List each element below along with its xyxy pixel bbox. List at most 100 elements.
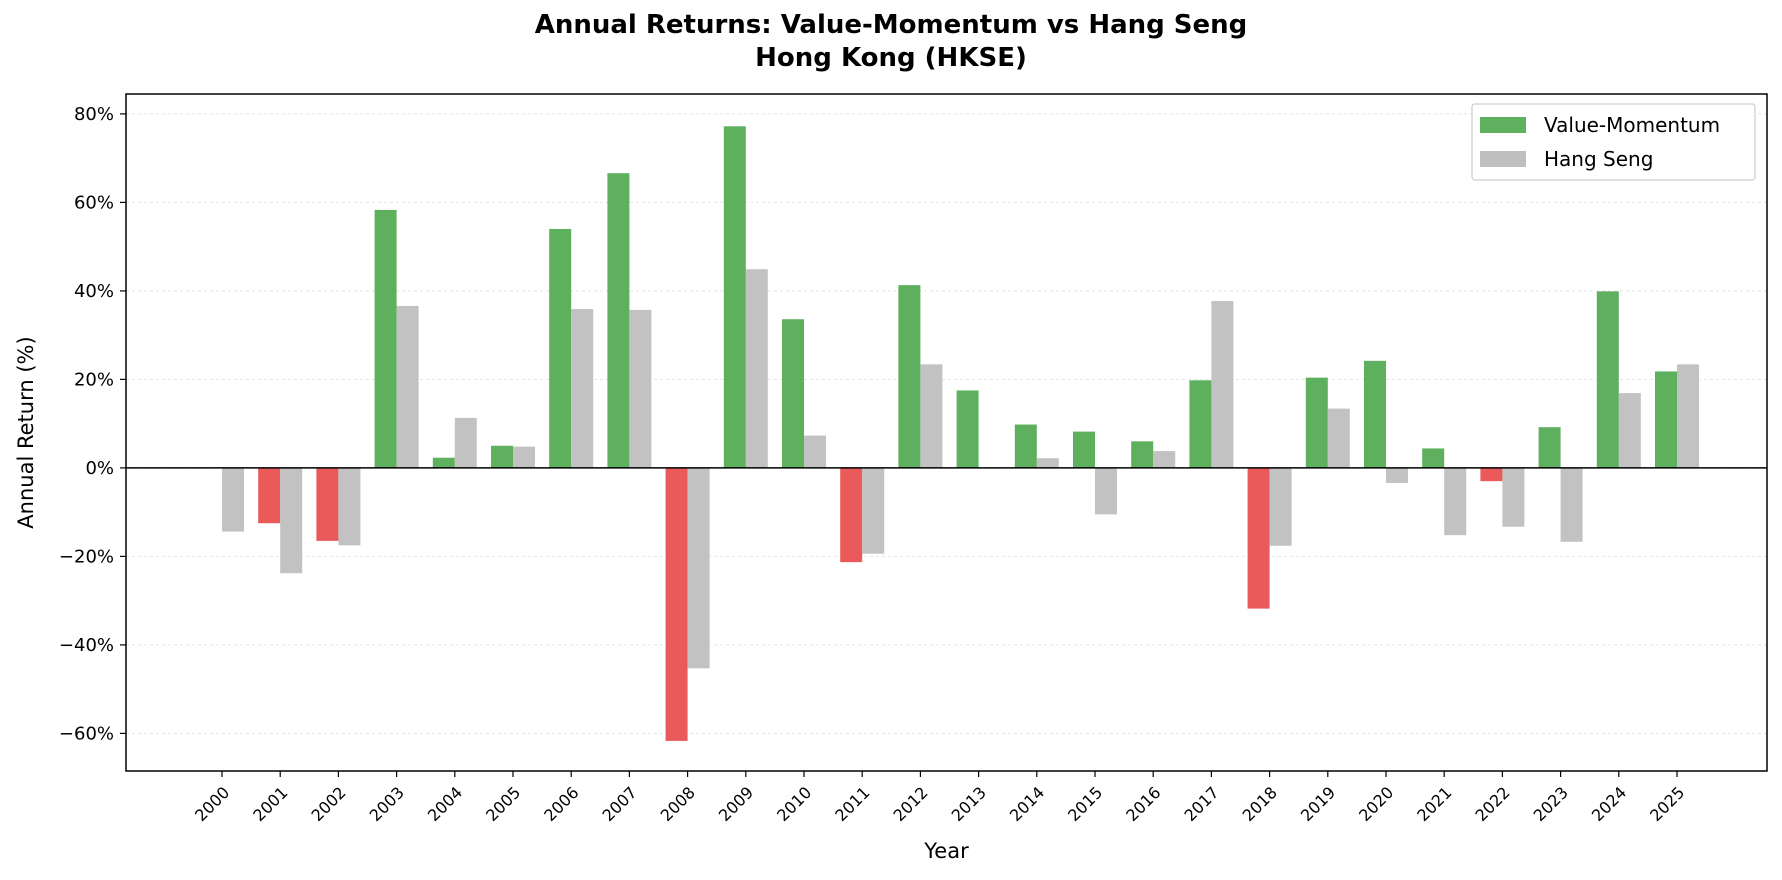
bar-hang-seng-2022: [1502, 467, 1525, 527]
bar-value-momentum-2008: [665, 467, 688, 741]
bar-hang-seng-2019: [1327, 408, 1350, 468]
y-tick-label: 80%: [74, 104, 114, 125]
bar-hang-seng-2008: [687, 467, 710, 669]
bar-hang-seng-2012: [920, 364, 943, 468]
y-tick-label: 40%: [74, 281, 114, 302]
legend-label-value-momentum: Value-Momentum: [1544, 113, 1720, 137]
x-tick-label: 2014: [1006, 783, 1048, 825]
x-tick-label: 2025: [1646, 783, 1688, 825]
bar-hang-seng-2005: [513, 446, 535, 468]
bar-value-momentum-2004: [432, 457, 455, 468]
x-tick-label: 2005: [482, 783, 524, 825]
bar-value-momentum-2005: [491, 445, 513, 468]
gridlines: [126, 113, 1767, 734]
x-tick-label: 2010: [773, 783, 815, 825]
bar-hang-seng-2025: [1677, 364, 1699, 468]
bar-hang-seng-2018: [1269, 467, 1292, 546]
x-tick-label: 2011: [831, 783, 873, 825]
bar-hang-seng-2016: [1153, 451, 1176, 468]
bar-value-momentum-2016: [1131, 441, 1154, 468]
bar-value-momentum-2019: [1305, 377, 1328, 468]
x-tick-label: 2024: [1588, 783, 1630, 825]
legend-swatch-hang-seng: [1480, 151, 1526, 167]
x-tick-label: 2007: [598, 783, 640, 825]
bar-hang-seng-2009: [745, 269, 768, 468]
bar-hang-seng-2004: [454, 417, 477, 468]
bar-hang-seng-2003: [396, 305, 419, 468]
bar-hang-seng-2002: [338, 467, 361, 546]
y-tick-label: 60%: [74, 192, 114, 213]
bar-value-momentum-2013: [956, 390, 979, 468]
x-tick-label: 2013: [948, 783, 990, 825]
x-tick-label: 2002: [307, 783, 349, 825]
bar-hang-seng-2006: [571, 309, 594, 468]
bar-value-momentum-2010: [782, 319, 804, 468]
bar-hang-seng-2001: [280, 467, 303, 574]
bar-hang-seng-2024: [1618, 393, 1641, 468]
bars: [222, 126, 1699, 741]
bar-hang-seng-2000: [222, 467, 244, 532]
x-tick-label: 2023: [1530, 783, 1572, 825]
x-tick-label: 2006: [540, 783, 582, 825]
bar-value-momentum-2014: [1014, 424, 1037, 468]
x-tick-label: 2008: [657, 783, 699, 825]
legend-label-hang-seng: Hang Seng: [1544, 147, 1653, 171]
bar-hang-seng-2020: [1386, 467, 1408, 483]
y-axis-ticks: −60% −40% −20% 0% 20% 40% 60% 80%: [59, 104, 126, 744]
bar-value-momentum-2018: [1247, 467, 1270, 609]
bar-value-momentum-2017: [1189, 380, 1212, 468]
bar-value-momentum-2001: [258, 467, 281, 524]
x-tick-label: 2016: [1122, 783, 1164, 825]
y-tick-label: 0%: [85, 458, 114, 479]
bar-value-momentum-2022: [1480, 467, 1503, 482]
x-tick-label: 2001: [249, 783, 291, 825]
plot-frame: [125, 93, 1768, 772]
bar-hang-seng-2010: [804, 435, 826, 468]
x-axis-ticks: 2000 2001 2002 2003 2004 2005 2006 2007 2008 2009…: [191, 771, 1688, 825]
legend-swatch-value-momentum: [1480, 117, 1526, 133]
bar-hang-seng-2014: [1036, 458, 1059, 468]
legend: Value-Momentum Hang Seng: [1471, 103, 1756, 181]
bar-hang-seng-2017: [1211, 301, 1234, 468]
bar-value-momentum-2009: [723, 126, 746, 468]
x-tick-label: 2009: [715, 783, 757, 825]
bar-value-momentum-2023: [1538, 427, 1561, 468]
bar-value-momentum-2006: [549, 228, 572, 468]
bar-hang-seng-2021: [1444, 467, 1467, 536]
x-tick-label: 2004: [424, 783, 466, 825]
chart-title: Annual Returns: Value-Momentum vs Hang S…: [534, 10, 1248, 40]
bar-value-momentum-2020: [1364, 360, 1386, 468]
y-tick-label: −40%: [59, 635, 114, 656]
x-tick-label: 2022: [1471, 783, 1513, 825]
x-tick-label: 2017: [1180, 783, 1222, 825]
bar-value-momentum-2025: [1655, 371, 1677, 468]
x-tick-label: 2021: [1413, 783, 1455, 825]
bar-hang-seng-2015: [1095, 467, 1117, 515]
bar-value-momentum-2002: [316, 467, 339, 541]
x-tick-label: 2015: [1064, 783, 1106, 825]
bar-hang-seng-2007: [629, 309, 652, 468]
y-tick-label: 20%: [74, 369, 114, 390]
x-tick-label: 2012: [889, 783, 931, 825]
bar-value-momentum-2012: [898, 285, 921, 468]
bar-hang-seng-2011: [862, 467, 885, 554]
y-tick-label: −20%: [59, 546, 114, 567]
chart-subtitle: Hong Kong (HKSE): [755, 43, 1027, 73]
x-tick-label: 2000: [191, 783, 233, 825]
legend-box: [1471, 103, 1756, 181]
bar-value-momentum-2024: [1596, 291, 1619, 468]
x-tick-label: 2019: [1297, 783, 1339, 825]
x-tick-label: 2003: [366, 783, 408, 825]
bar-value-momentum-2015: [1073, 431, 1095, 468]
x-axis-label: Year: [923, 839, 969, 863]
y-axis-label: Annual Return (%): [14, 336, 38, 528]
x-tick-label: 2018: [1239, 783, 1281, 825]
y-tick-label: −60%: [59, 723, 114, 744]
x-tick-label: 2020: [1355, 783, 1397, 825]
bar-value-momentum-2007: [607, 173, 630, 468]
bar-value-momentum-2003: [374, 209, 397, 468]
bar-hang-seng-2023: [1560, 467, 1583, 542]
bar-value-momentum-2011: [840, 467, 863, 563]
